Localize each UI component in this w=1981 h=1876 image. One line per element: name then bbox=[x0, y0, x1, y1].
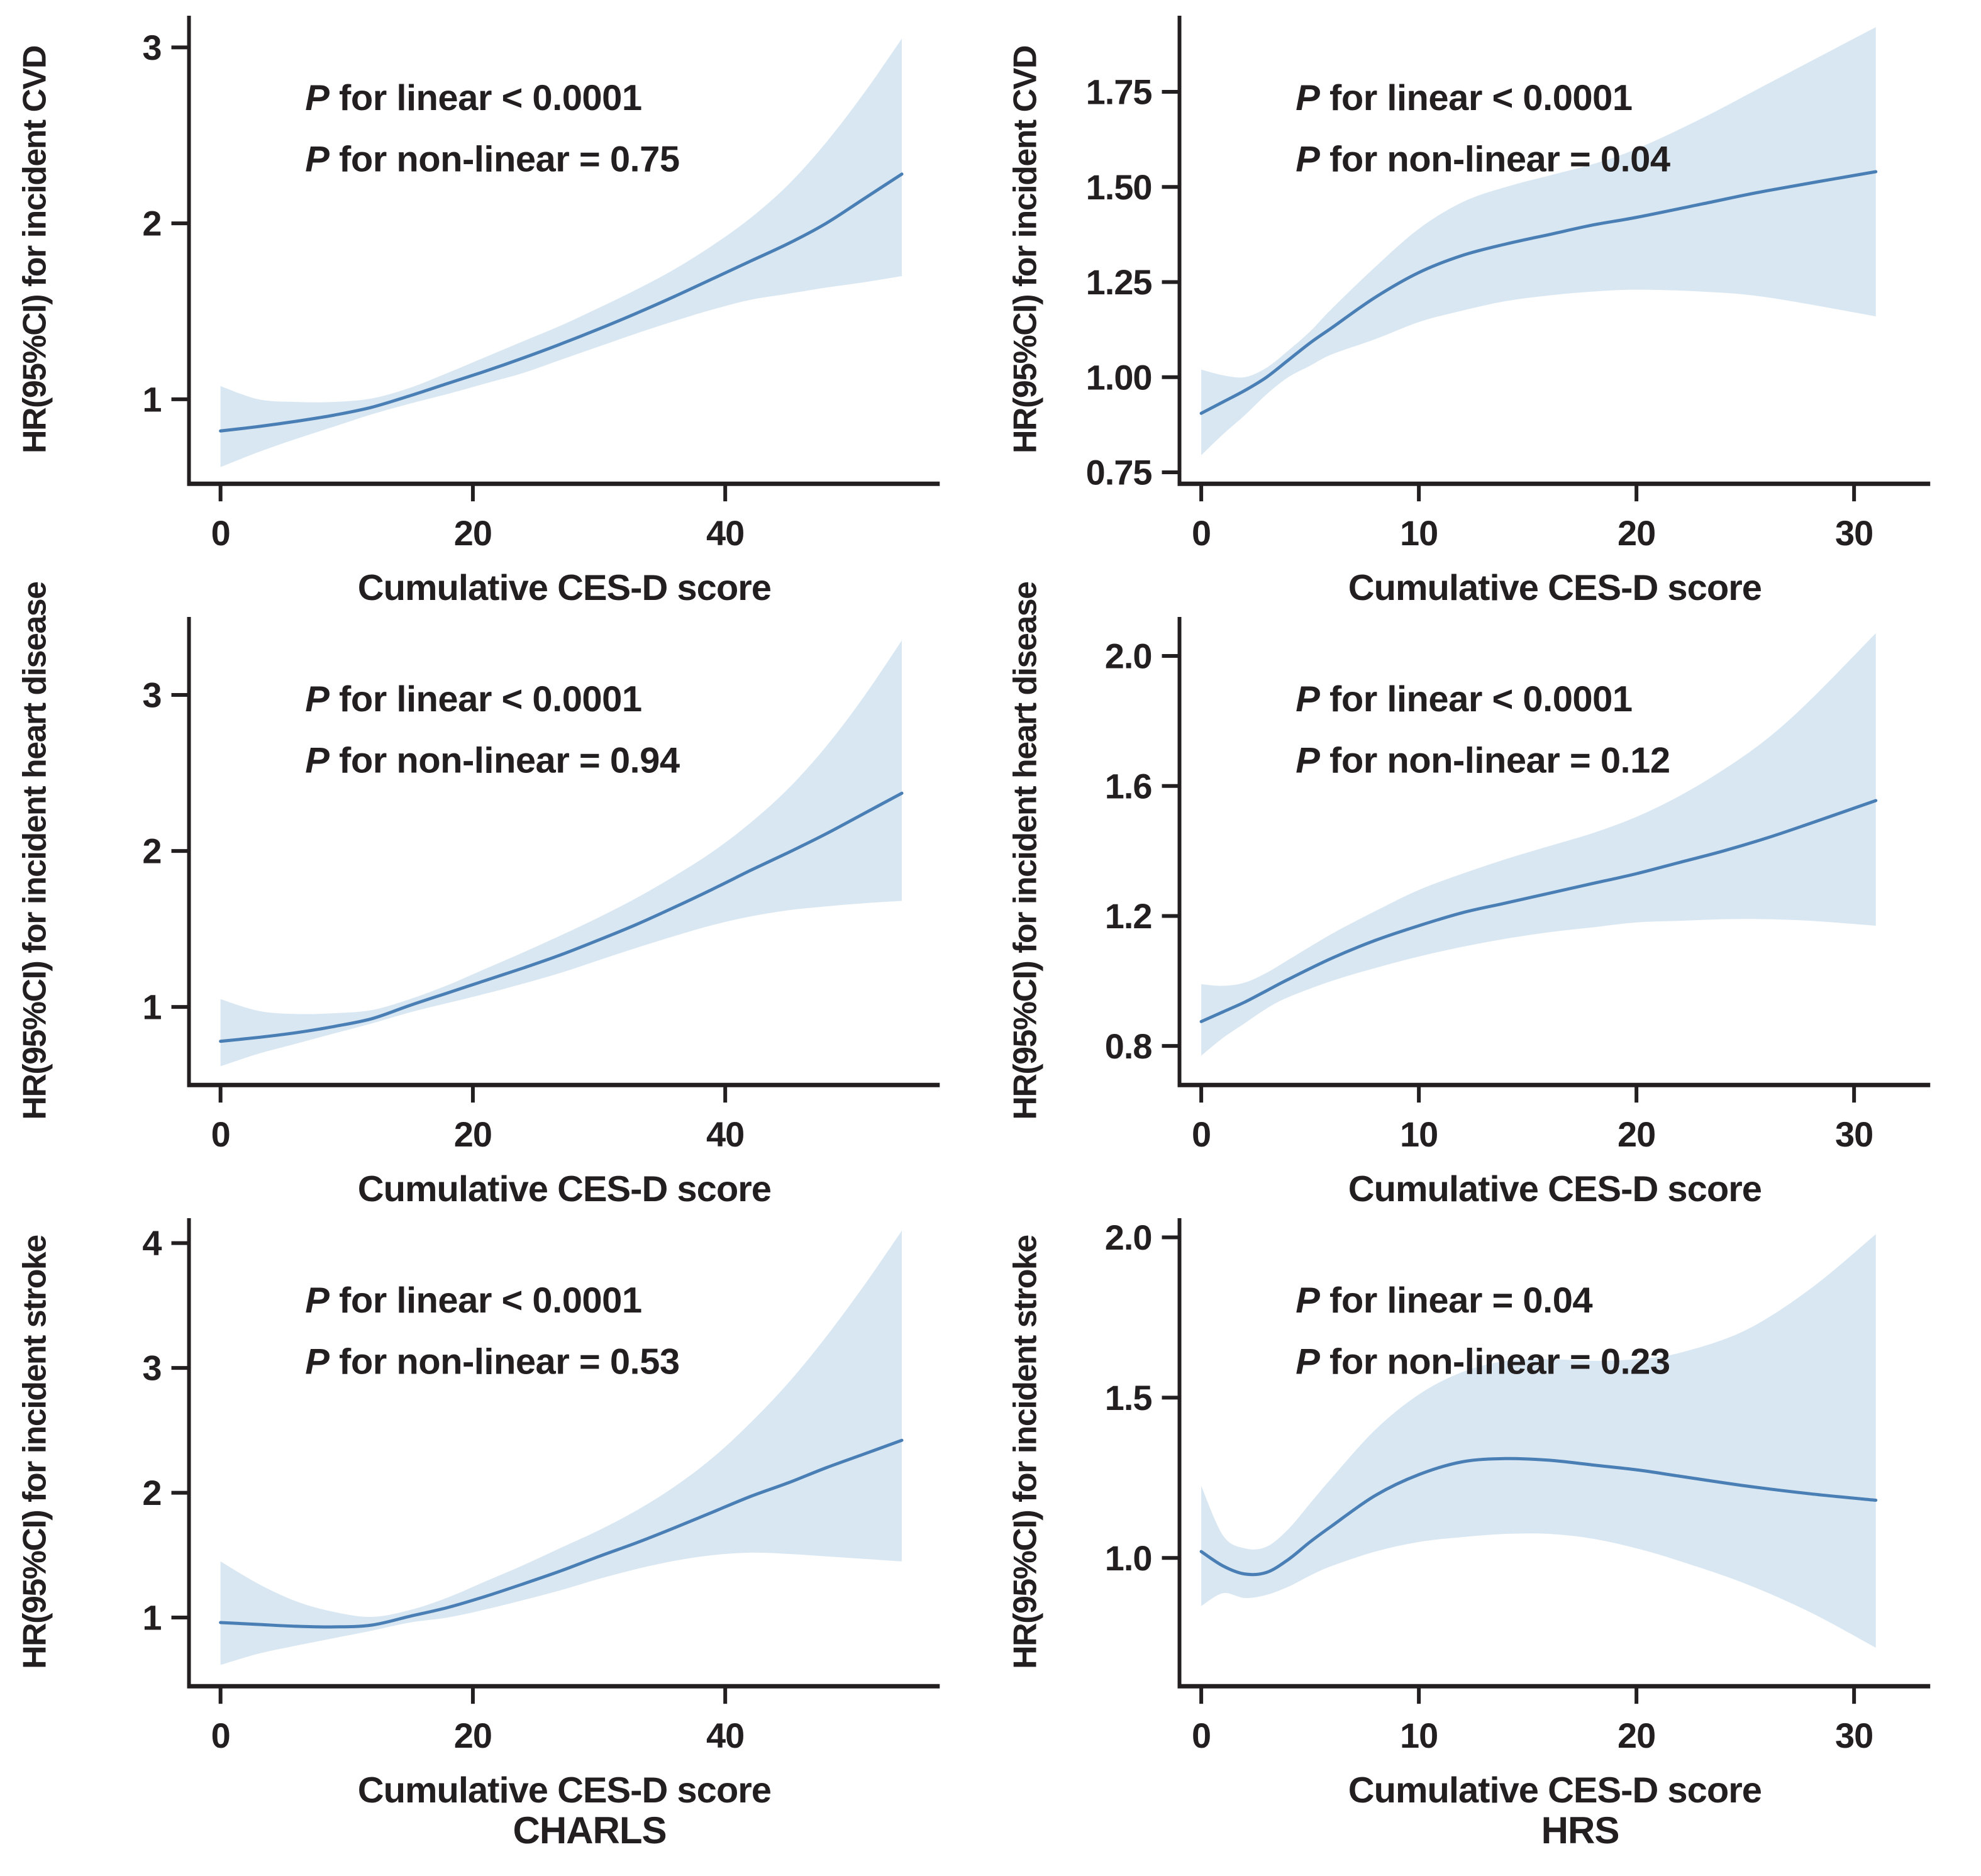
y-tick-label: 3 bbox=[142, 675, 161, 715]
x-tick-label: 0 bbox=[1192, 1114, 1211, 1154]
y-tick-label: 3 bbox=[142, 1348, 161, 1388]
panel-hrs-stroke: 0 10 20 30 1.0 1.5 2.0 Cumulative CES-D score HR… bbox=[991, 1202, 1981, 1811]
y-axis-title: HR(95%CI) for incident heart disease bbox=[1007, 582, 1044, 1120]
panel-hrs-cvd: 0 10 20 30 0.75 1.00 1.25 1.50 1.75 Cumulative CE… bbox=[991, 0, 1981, 608]
x-axis-title: Cumulative CES-D score bbox=[358, 1770, 771, 1811]
hr-spline-line bbox=[1199, 799, 1878, 1023]
y-tick-label: 1 bbox=[142, 379, 161, 419]
p-value-annotation: P for linear < 0.0001 bbox=[1296, 78, 1632, 118]
hr-spline-line bbox=[1199, 170, 1878, 415]
y-tick-label: 1.00 bbox=[1086, 357, 1152, 397]
panel-charls-heart-disease: 0 20 40 1 2 3 Cumulative CES-D score HR(95%CI) … bbox=[0, 582, 991, 1209]
cohort-label-charls: CHARLS bbox=[513, 1809, 667, 1851]
confidence-band bbox=[1201, 633, 1876, 1056]
x-axis-title: Cumulative CES-D score bbox=[1348, 1770, 1762, 1811]
y-tick-label: 1.25 bbox=[1086, 262, 1152, 302]
x-tick-label: 0 bbox=[211, 513, 230, 553]
y-axis-title: HR(95%CI) for incident CVD bbox=[1007, 46, 1044, 453]
confidence-band bbox=[220, 1230, 902, 1665]
y-tick-label: 0.8 bbox=[1105, 1026, 1152, 1066]
p-value-annotation: P for non-linear = 0.04 bbox=[1296, 140, 1670, 180]
y-tick-label: 4 bbox=[142, 1223, 162, 1263]
x-tick-label: 30 bbox=[1835, 1716, 1873, 1755]
x-axis-title: Cumulative CES-D score bbox=[1348, 568, 1762, 608]
p-value-annotation: P for non-linear = 0.94 bbox=[305, 741, 680, 781]
y-tick-label: 2.0 bbox=[1105, 636, 1152, 676]
confidence-band bbox=[1201, 1234, 1876, 1648]
x-axis-title: Cumulative CES-D score bbox=[1348, 1169, 1762, 1209]
y-tick-label: 1 bbox=[142, 987, 161, 1027]
panel-charls-stroke: 0 20 40 1 2 3 4 Cumulative CES-D score HR(95%CI)… bbox=[0, 1202, 991, 1811]
x-tick-label: 40 bbox=[706, 513, 744, 553]
x-tick-label: 0 bbox=[1192, 513, 1211, 553]
x-tick-label: 10 bbox=[1400, 513, 1438, 553]
y-tick-label: 2 bbox=[142, 204, 161, 243]
x-tick-label: 10 bbox=[1400, 1716, 1438, 1755]
hr-spline-line bbox=[1199, 1457, 1878, 1577]
figure-grid: 0 20 40 1 2 3 Cumulative CES-D score HR(95%CI) … bbox=[0, 0, 1981, 1811]
y-axis-title: HR(95%CI) for incident CVD bbox=[17, 46, 53, 453]
p-value-annotation: P for linear < 0.0001 bbox=[305, 1280, 641, 1321]
y-tick-label: 1.75 bbox=[1086, 72, 1152, 112]
x-tick-label: 20 bbox=[454, 1716, 492, 1755]
y-tick-label: 2 bbox=[142, 1473, 161, 1512]
x-tick-label: 0 bbox=[211, 1716, 230, 1755]
x-tick-label: 10 bbox=[1400, 1114, 1438, 1154]
x-tick-label: 20 bbox=[1618, 513, 1655, 553]
confidence-band bbox=[220, 640, 902, 1067]
x-tick-label: 30 bbox=[1835, 513, 1873, 553]
x-tick-label: 20 bbox=[454, 513, 492, 553]
x-tick-label: 30 bbox=[1835, 1114, 1873, 1154]
cohort-footer: CHARLS HRS bbox=[0, 1804, 1981, 1876]
y-tick-label: 1.2 bbox=[1105, 896, 1152, 936]
p-value-annotation: P for non-linear = 0.53 bbox=[305, 1342, 679, 1382]
y-axis-title: HR(95%CI) for incident stroke bbox=[17, 1235, 53, 1669]
chart-hrs-cvd: 0 10 20 30 0.75 1.00 1.25 1.50 1.75 Cumulative CE… bbox=[1007, 15, 1931, 608]
p-value-annotation: P for non-linear = 0.75 bbox=[305, 140, 679, 180]
chart-hrs-stroke: 0 10 20 30 1.0 1.5 2.0 Cumulative CES-D score HR… bbox=[1007, 1218, 1931, 1811]
p-value-annotation: P for non-linear = 0.12 bbox=[1296, 741, 1670, 781]
x-tick-label: 20 bbox=[1618, 1716, 1655, 1755]
y-axis-title: HR(95%CI) for incident stroke bbox=[1007, 1235, 1044, 1669]
y-tick-label: 2 bbox=[142, 831, 161, 871]
y-tick-label: 2.0 bbox=[1105, 1218, 1152, 1257]
x-tick-label: 20 bbox=[1618, 1114, 1655, 1154]
chart-charls-stroke: 0 20 40 1 2 3 4 Cumulative CES-D score HR(95%CI)… bbox=[17, 1218, 940, 1811]
y-tick-label: 1.0 bbox=[1105, 1538, 1152, 1578]
panel-hrs-heart-disease: 0 10 20 30 0.8 1.2 1.6 2.0 Cumulative CES-D scor… bbox=[991, 582, 1981, 1209]
x-tick-label: 20 bbox=[454, 1114, 492, 1154]
hr-spline-line bbox=[219, 1438, 904, 1629]
y-tick-label: 3 bbox=[142, 28, 161, 67]
chart-charls-heart-disease: 0 20 40 1 2 3 Cumulative CES-D score HR(95%CI) … bbox=[17, 582, 940, 1209]
x-tick-label: 40 bbox=[706, 1716, 744, 1755]
x-tick-label: 0 bbox=[211, 1114, 230, 1154]
y-tick-label: 1.6 bbox=[1105, 766, 1152, 806]
y-tick-label: 1.50 bbox=[1086, 167, 1152, 207]
x-axis-title: Cumulative CES-D score bbox=[358, 568, 771, 608]
hr-spline-line bbox=[219, 791, 904, 1043]
p-value-annotation: P for linear < 0.0001 bbox=[305, 679, 641, 719]
y-axis-title: HR(95%CI) for incident heart disease bbox=[17, 582, 53, 1120]
panel-charls-cvd: 0 20 40 1 2 3 Cumulative CES-D score HR(95%CI) … bbox=[0, 0, 991, 608]
x-axis-title: Cumulative CES-D score bbox=[358, 1169, 771, 1209]
y-tick-label: 0.75 bbox=[1086, 453, 1152, 492]
p-value-annotation: P for linear < 0.0001 bbox=[305, 78, 641, 118]
confidence-band bbox=[1201, 27, 1876, 455]
cohort-label-hrs: HRS bbox=[1541, 1809, 1620, 1851]
y-tick-label: 1.5 bbox=[1105, 1378, 1152, 1418]
p-value-annotation: P for non-linear = 0.23 bbox=[1296, 1342, 1670, 1382]
p-value-annotation: P for linear < 0.0001 bbox=[1296, 679, 1632, 719]
x-tick-label: 0 bbox=[1192, 1716, 1211, 1755]
y-tick-label: 1 bbox=[142, 1598, 161, 1638]
hr-spline-line bbox=[219, 172, 904, 433]
p-value-annotation: P for linear = 0.04 bbox=[1296, 1280, 1592, 1321]
x-tick-label: 40 bbox=[706, 1114, 744, 1154]
chart-hrs-heart-disease: 0 10 20 30 0.8 1.2 1.6 2.0 Cumulative CES-D scor… bbox=[1007, 582, 1931, 1209]
chart-charls-cvd: 0 20 40 1 2 3 Cumulative CES-D score HR(95%CI) … bbox=[17, 15, 940, 608]
